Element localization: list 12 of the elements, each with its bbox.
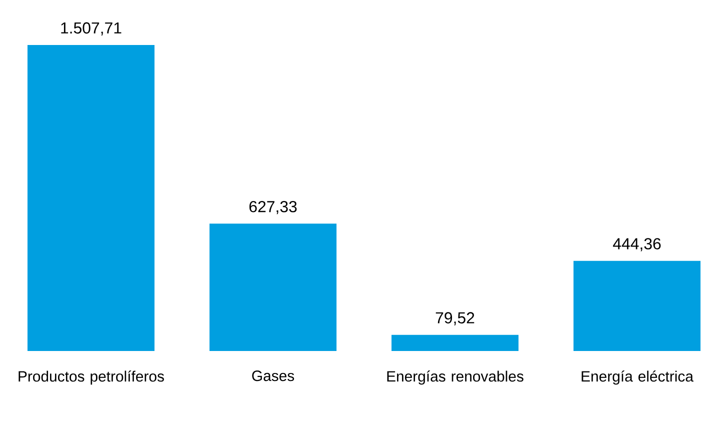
x-tick-label: Energías renovables bbox=[387, 370, 524, 385]
bar bbox=[210, 224, 337, 351]
data-label: 79,52 bbox=[436, 312, 474, 326]
data-label: 444,36 bbox=[612, 238, 661, 252]
bar bbox=[574, 260, 701, 351]
bar bbox=[28, 44, 154, 351]
data-label: 1.507,71 bbox=[61, 22, 122, 36]
data-label: 627,33 bbox=[249, 200, 297, 214]
x-tick-label: Gases bbox=[252, 370, 294, 382]
x-tick-label: Energía eléctrica bbox=[582, 370, 694, 385]
bar bbox=[392, 334, 519, 351]
x-tick-label: Productos petrolíferos bbox=[18, 370, 164, 385]
